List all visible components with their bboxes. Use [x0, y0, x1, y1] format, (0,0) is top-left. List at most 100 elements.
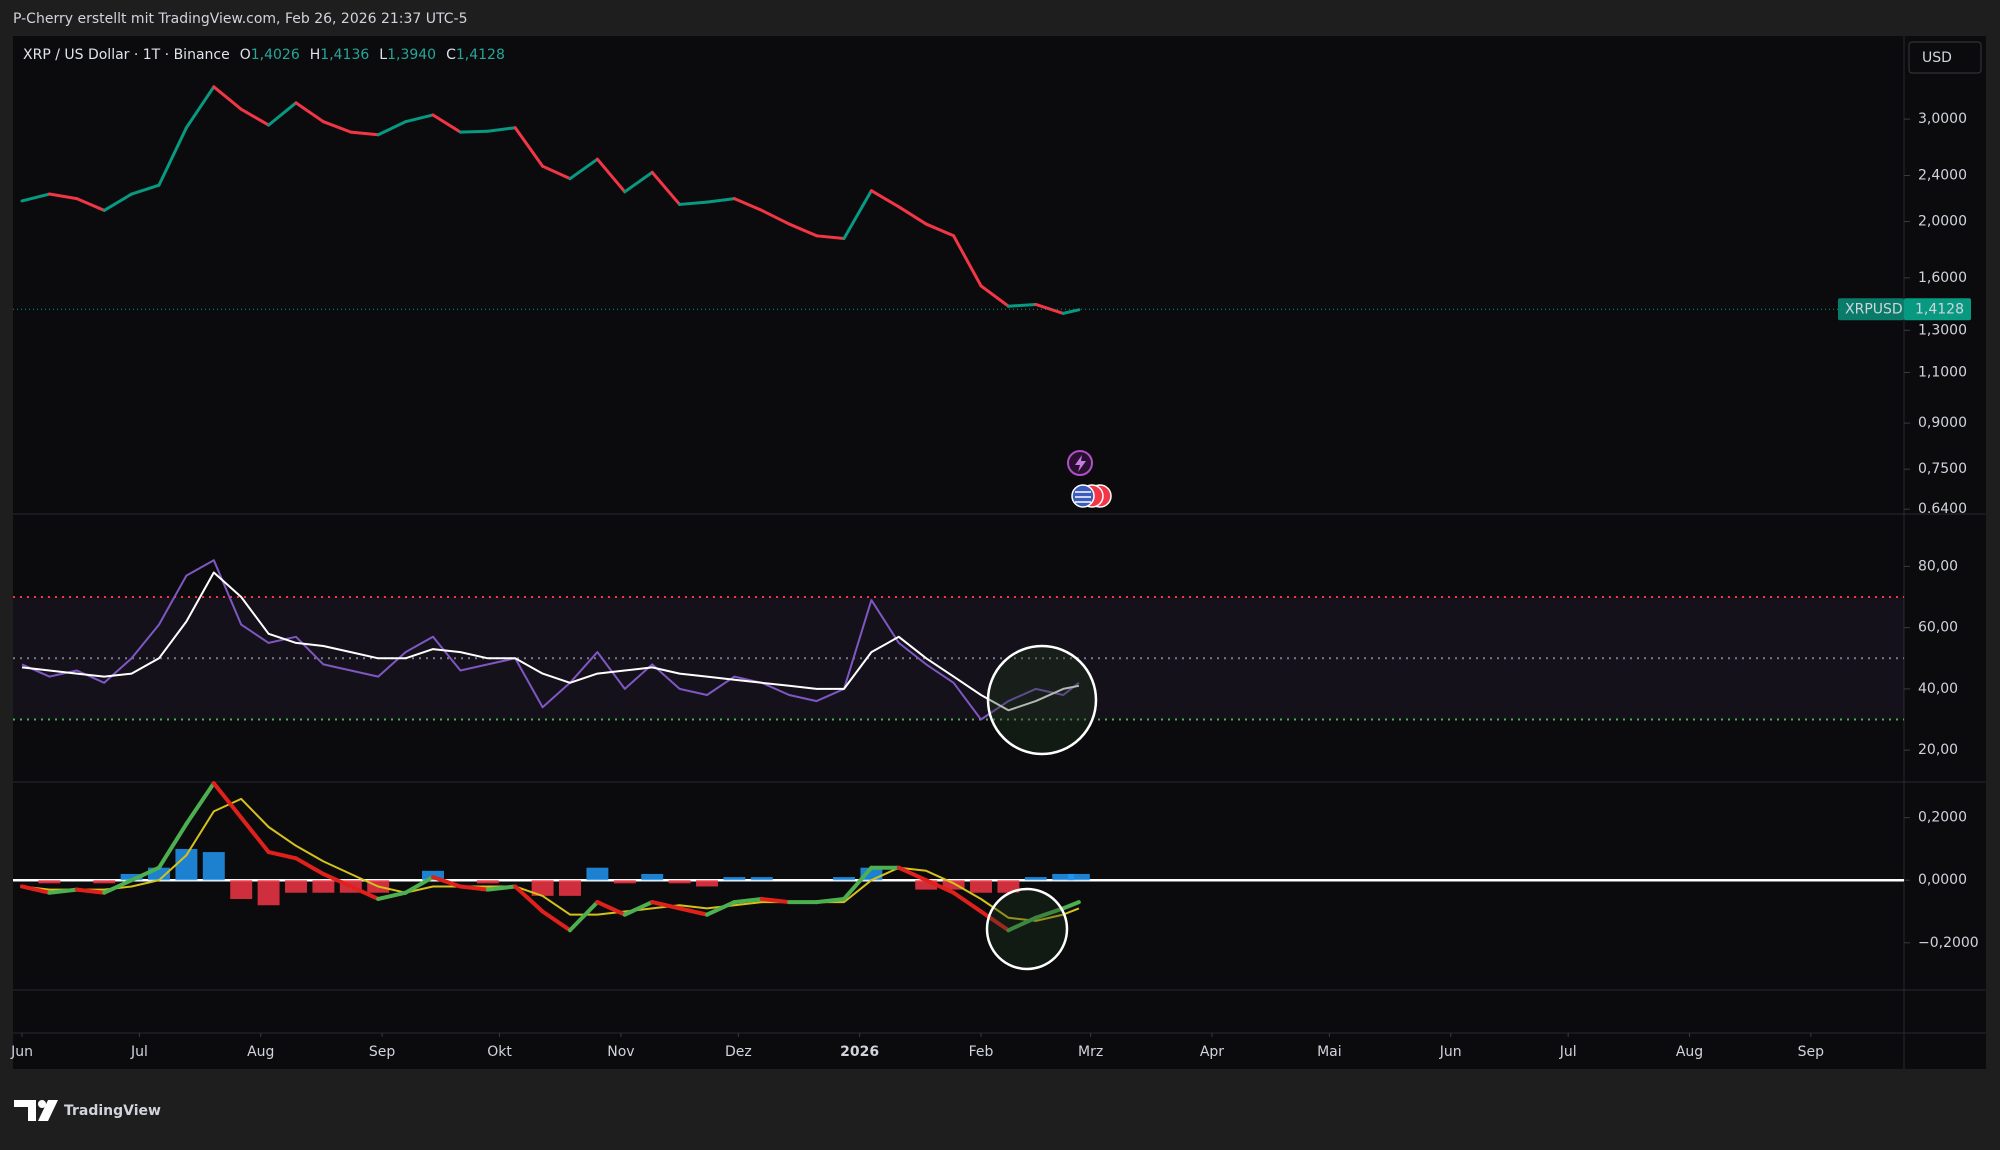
line-series	[21, 571, 1080, 712]
x-tick-label: Jul	[130, 1044, 148, 1060]
line-segment	[294, 101, 325, 124]
histogram-bar	[559, 880, 581, 896]
line-segment	[869, 189, 901, 209]
line-segment	[622, 900, 655, 917]
legend: XRP / US Dollar · 1T · Binance O1,4026 H1,…	[23, 47, 505, 63]
line-segment	[979, 909, 1011, 933]
line-segment	[321, 120, 353, 134]
line-segment	[458, 884, 490, 892]
histogram-bar	[997, 880, 1020, 893]
flag-stripes	[1075, 491, 1091, 503]
line-segment	[184, 85, 216, 130]
line-segment	[650, 170, 682, 206]
histogram-bar	[942, 880, 965, 890]
line-segment	[404, 113, 435, 124]
legend-value: 1,4026	[251, 47, 300, 63]
y-tick-label: 0,0000	[1918, 872, 1967, 888]
line-segment	[568, 900, 600, 933]
x-tick-label: 2026	[840, 1044, 879, 1060]
line-segment	[897, 205, 928, 226]
chart-background	[13, 36, 1986, 1069]
legend-key: L	[379, 47, 387, 63]
x-tick-label: Mrz	[1078, 1044, 1103, 1060]
line-segment	[47, 887, 79, 895]
line-segment	[814, 896, 847, 905]
histogram-bar	[93, 880, 116, 884]
histogram-bar	[1024, 877, 1047, 881]
y-tick-label: 1,3000	[1918, 322, 1967, 338]
logo-mark	[38, 1100, 46, 1108]
y-tick-label: 60,00	[1918, 620, 1958, 636]
line-segment	[1033, 906, 1066, 920]
histogram-bar	[531, 880, 554, 896]
line-segment	[924, 878, 956, 895]
event-icon-bolt	[1075, 455, 1086, 472]
currency-button[interactable]	[1908, 41, 1982, 74]
currency-label[interactable]: USD	[1922, 50, 1952, 66]
line-segment	[979, 284, 1010, 308]
line-segment	[102, 878, 134, 895]
histogram-bar	[1052, 873, 1075, 881]
line-segment	[212, 85, 243, 111]
histogram-bar	[696, 880, 718, 887]
x-tick-label: Okt	[487, 1044, 512, 1060]
x-tick-label: Aug	[1676, 1044, 1703, 1060]
line-segment	[102, 192, 134, 212]
histogram-bar	[476, 880, 499, 884]
line-segment	[157, 821, 189, 870]
price-tag-label: 1,4128	[1915, 301, 1964, 317]
y-tick-label: 0,9000	[1918, 415, 1967, 431]
logo-mark	[14, 1100, 36, 1121]
event-icon[interactable]	[1071, 484, 1095, 508]
y-tick-label: 0,2000	[1918, 810, 1967, 826]
y-tick-label: −0,2000	[1918, 935, 1979, 951]
histogram-bar	[750, 877, 773, 881]
line-segment	[321, 871, 353, 889]
legend-key: C	[446, 47, 456, 63]
histogram-bar	[970, 880, 992, 893]
line-segment	[75, 197, 106, 212]
histogram-bar	[586, 867, 609, 881]
legend-value: 1,3940	[387, 47, 436, 63]
line-segment	[239, 815, 271, 855]
y-tick-label: 2,4000	[1918, 167, 1967, 183]
footer-brand: TradingView	[64, 1103, 161, 1119]
line-segment	[267, 101, 298, 127]
line-segment	[403, 875, 436, 895]
line-segment	[952, 234, 983, 288]
legend-key: H	[310, 47, 321, 63]
line-segment	[815, 234, 846, 240]
x-tick-label: Sep	[1798, 1044, 1825, 1060]
line-segment	[787, 222, 819, 238]
line-segment	[540, 909, 573, 933]
legend-value: 1,4128	[456, 47, 505, 63]
y-tick-label: 0.6400	[1918, 501, 1967, 517]
line-segment	[677, 906, 710, 917]
line-segment	[431, 113, 462, 134]
y-tick-label: 1,6000	[1918, 270, 1967, 286]
line-segment	[595, 900, 627, 917]
histogram-bar	[120, 873, 143, 881]
line-segment	[458, 129, 490, 134]
x-tick-label: Jun	[1439, 1044, 1462, 1060]
histogram-bar	[257, 880, 280, 906]
line-segment	[541, 164, 572, 181]
line-segment	[513, 884, 545, 914]
line-segment	[184, 781, 216, 826]
line-segment	[595, 157, 627, 194]
y-tick-label: 2,0000	[1918, 214, 1967, 230]
x-tick-label: Feb	[969, 1044, 994, 1060]
histogram-bar	[175, 848, 198, 881]
histogram-bar	[833, 877, 855, 881]
line-segment	[130, 183, 161, 196]
histogram-bar	[668, 880, 691, 884]
line-segment	[376, 120, 408, 137]
x-tick-label: Dez	[725, 1044, 752, 1060]
histogram-bar	[312, 880, 335, 893]
line-segment	[705, 197, 736, 204]
histogram-bar	[1067, 873, 1090, 881]
line-segment	[568, 157, 599, 181]
line-series	[21, 797, 1080, 922]
line-segment	[348, 884, 381, 901]
